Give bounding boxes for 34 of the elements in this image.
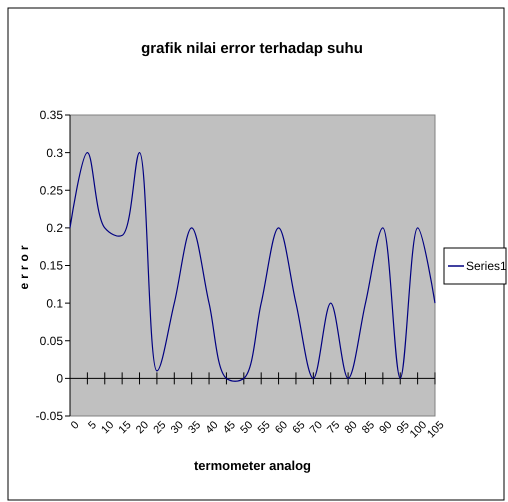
y-tick-label: 0.15 [40,258,64,273]
y-tick-label: 0.1 [46,296,64,310]
y-tick-label: 0.2 [46,221,64,236]
chart-title: grafik nilai error terhadap suhu [141,40,363,57]
y-tick-label: 0.35 [40,108,64,122]
x-tick-label: 50 [238,419,256,436]
x-tick-label: 35 [186,419,204,436]
x-tick-label: 60 [272,419,290,436]
y-tick-label: 0.25 [40,183,64,198]
legend-label: Series1 [466,259,508,274]
x-tick-label: 15 [116,419,134,436]
y-tick-label: 0.05 [40,334,64,348]
x-tick-label: 90 [377,419,394,436]
x-tick-label: 75 [325,419,342,436]
y-axis-title: error [17,241,31,290]
x-tick-label: 0 [68,419,82,432]
x-tick-label: 25 [151,419,168,436]
y-tick-label: 0 [56,372,64,386]
x-tick-label: 10 [99,419,116,436]
x-axis-title: termometer analog [194,458,312,473]
x-tick-label: 85 [360,419,378,436]
x-tick-label: 105 [425,419,447,441]
x-tick-label: 20 [134,419,152,436]
x-tick-label: 80 [342,419,360,436]
x-tick-label: 65 [290,419,308,436]
x-tick-label: 5 [86,419,99,432]
x-tick-label: 40 [203,419,221,436]
x-tick-label: 30 [168,419,186,436]
x-tick-label: 45 [220,419,238,436]
x-tick-label: 95 [394,419,412,436]
y-tick-label: 0.3 [46,146,64,160]
x-tick-label: 70 [308,419,325,436]
y-tick-label: -0.05 [36,409,64,424]
x-tick-label: 55 [256,419,273,436]
